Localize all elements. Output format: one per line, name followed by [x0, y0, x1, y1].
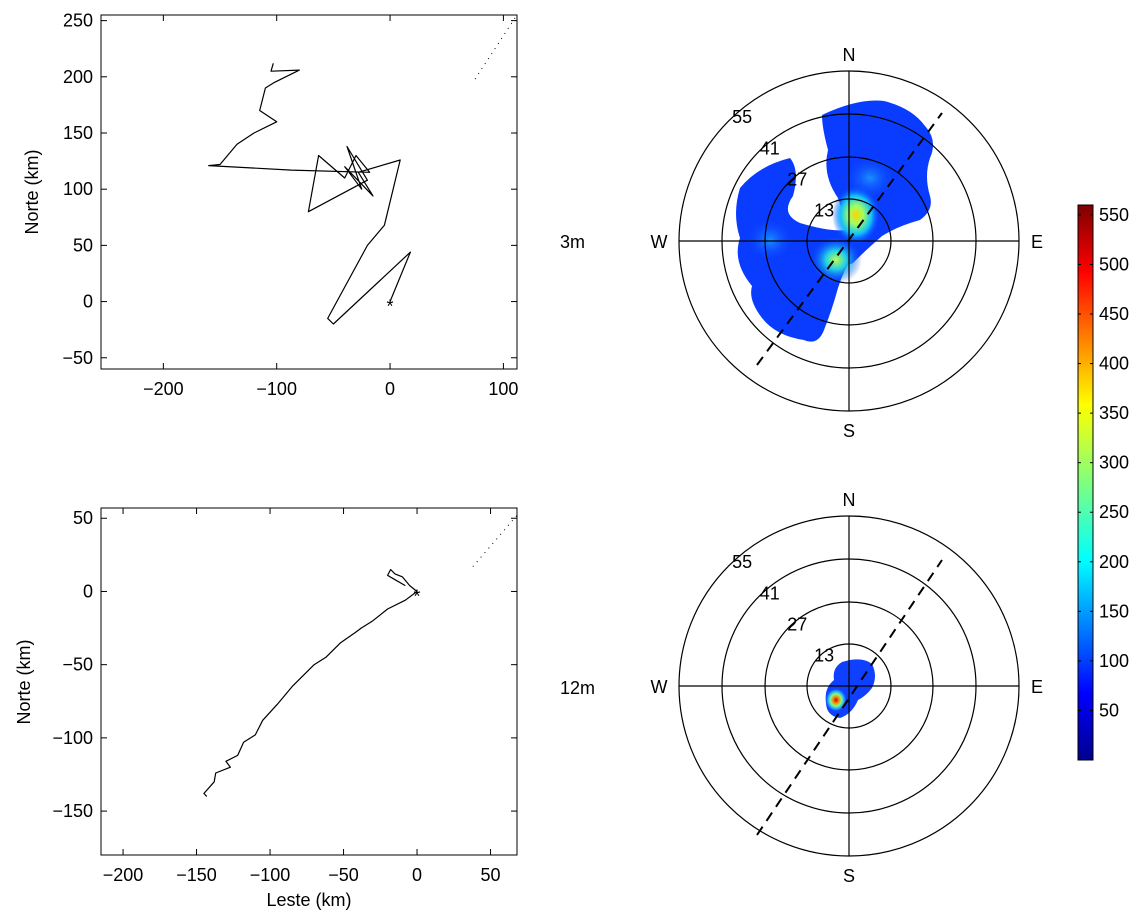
y-tick-label: 150	[63, 123, 93, 143]
colorbar: 50 100 150 200 250 300 350 400 450 500 550	[1077, 204, 1129, 761]
y-tick-label: −50	[62, 655, 93, 675]
colorbar-tick-label: 550	[1099, 205, 1129, 225]
x-tick-label: −150	[176, 865, 217, 885]
tick-group: −200 −100 0 100 −50 0 50 100 150 200 250	[62, 11, 518, 399]
x-tick-label: −100	[256, 379, 297, 399]
direction-label-w: W	[651, 677, 668, 697]
radial-tick-label: 41	[760, 583, 780, 603]
heatmap-hotspot	[825, 688, 847, 712]
direction-label-e: E	[1031, 677, 1043, 697]
x-tick-label: −200	[143, 379, 184, 399]
row-label-12m: 12m	[560, 678, 595, 698]
heatmap-hotspot	[832, 185, 880, 245]
direction-label-w: W	[651, 232, 668, 252]
polar-heatmap-3m: N E S W 13 27 41 55	[651, 45, 1044, 441]
radial-tick-label: 27	[787, 615, 807, 635]
heatmap-hotspot	[810, 236, 862, 284]
track-group: *	[208, 15, 517, 325]
radial-tick-label: 55	[732, 552, 752, 572]
y-tick-label: 0	[83, 292, 93, 312]
start-marker: *	[387, 297, 394, 317]
track-line	[387, 568, 418, 592]
radial-tick-label: 13	[814, 645, 834, 665]
tick-group: −200 −150 −100 −50 0 50 −150 −100 −50 0 50	[52, 508, 517, 885]
direction-label-n: N	[843, 45, 856, 65]
y-tick-label: 100	[63, 179, 93, 199]
x-tick-label: −100	[250, 865, 291, 885]
y-tick-label: −150	[52, 801, 93, 821]
plot-frame	[100, 507, 518, 856]
radial-tick-label: 27	[787, 170, 807, 190]
polar-grid: N E S W 13 27 41 55	[651, 45, 1044, 441]
radial-tick-label: 55	[732, 107, 752, 127]
y-tick-label: 0	[83, 581, 93, 601]
radial-tick-label: 41	[760, 138, 780, 158]
start-marker: *	[414, 586, 421, 606]
direction-label-e: E	[1031, 232, 1043, 252]
x-axis-label: Leste (km)	[266, 890, 351, 910]
row-label-3m: 3m	[560, 232, 585, 252]
track-group: *	[203, 514, 517, 797]
y-tick-label: 200	[63, 67, 93, 87]
colorbar-tick-label: 300	[1099, 453, 1129, 473]
colorbar-tick-label: 150	[1099, 601, 1129, 621]
x-tick-label: 50	[481, 865, 501, 885]
trajectory-panel-12m: −200 −150 −100 −50 0 50 −150 −100 −50 0 50 * Norte…	[14, 507, 518, 910]
tick-group: 50 100 150 200 250 300 350 400 450 500 550	[1078, 205, 1129, 720]
track-line	[203, 591, 418, 797]
dashed-axis-line	[756, 112, 943, 366]
radial-tick-label: 13	[814, 200, 834, 220]
y-axis-label: Norte (km)	[22, 150, 42, 235]
colorbar-tick-label: 50	[1099, 700, 1119, 720]
heatmap-field	[825, 659, 875, 718]
x-tick-label: −50	[328, 865, 359, 885]
colorbar-tick-label: 350	[1099, 403, 1129, 423]
heatmap-hotspot	[844, 156, 896, 200]
x-tick-label: 0	[385, 379, 395, 399]
y-tick-label: −100	[52, 728, 93, 748]
x-tick-label: −200	[103, 865, 144, 885]
direction-label-s: S	[843, 866, 855, 886]
y-tick-label: −50	[62, 348, 93, 368]
colorbar-tick-label: 400	[1099, 354, 1129, 374]
direction-label-s: S	[843, 421, 855, 441]
colorbar-tick-label: 450	[1099, 304, 1129, 324]
colorbar-tick-label: 500	[1099, 254, 1129, 274]
y-tick-label: 250	[63, 11, 93, 31]
y-axis-label: Norte (km)	[14, 640, 34, 725]
colorbar-tick-label: 200	[1099, 552, 1129, 572]
x-tick-label: 100	[488, 379, 518, 399]
polar-heatmap-12m: N E S W 13 27 41 55	[651, 490, 1044, 886]
colorbar-gradient	[1077, 204, 1094, 761]
heatmap-field	[736, 100, 934, 342]
polar-grid: N E S W 13 27 41 55	[651, 490, 1044, 886]
direction-label-n: N	[843, 490, 856, 510]
diagonal-reference-line	[474, 15, 517, 80]
track-line	[208, 63, 411, 325]
y-tick-label: 50	[73, 508, 93, 528]
colorbar-tick-label: 100	[1099, 651, 1129, 671]
trajectory-panel-3m: −200 −100 0 100 −50 0 50 100 150 200 250 * Norte (…	[22, 11, 518, 399]
y-tick-label: 50	[73, 235, 93, 255]
plot-frame	[100, 14, 518, 370]
heatmap-hotspot	[746, 218, 794, 262]
dashed-axis-line	[756, 559, 943, 836]
heatmap-blob-southwest	[736, 158, 857, 342]
colorbar-tick-label: 250	[1099, 502, 1129, 522]
x-tick-label: 0	[412, 865, 422, 885]
